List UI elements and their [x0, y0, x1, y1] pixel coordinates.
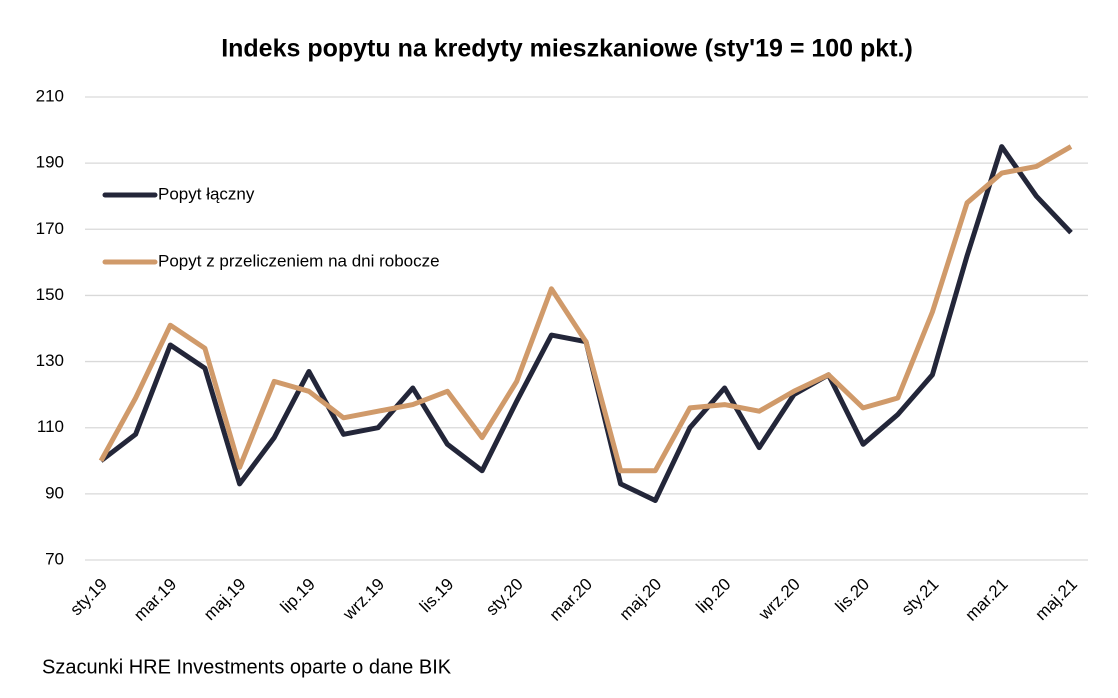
x-tick-label: wrz.19 — [339, 575, 389, 625]
x-tick-label: mar.19 — [130, 575, 180, 625]
chart-title: Indeks popytu na kredyty mieszkaniowe (s… — [221, 35, 913, 63]
x-tick-label: maj.19 — [200, 575, 250, 625]
x-tick-label: wrz.20 — [754, 575, 804, 625]
x-tick-label: maj.20 — [616, 575, 666, 625]
x-tick-label: mar.21 — [962, 575, 1012, 625]
x-tick-label: mar.20 — [546, 575, 596, 625]
data-line — [98, 144, 1073, 474]
x-tick-label: lip.19 — [277, 575, 319, 617]
y-tick-label: 90 — [45, 483, 64, 502]
y-tick-label: 150 — [36, 285, 64, 304]
x-tick-label: sty.19 — [66, 575, 111, 620]
legend-label: Popyt z przeliczeniem na dni robocze — [158, 251, 440, 270]
y-tick-label: 170 — [36, 219, 64, 238]
y-tick-label: 70 — [45, 549, 64, 568]
x-tick-label: lis.20 — [832, 575, 873, 616]
y-tick-label: 210 — [36, 86, 64, 105]
x-tick-label: lis.19 — [416, 575, 457, 616]
legend-label: Popyt łączny — [158, 184, 255, 203]
x-tick-label: sty.21 — [898, 575, 943, 620]
x-tick-label: sty.20 — [482, 575, 527, 620]
x-tick-label: lip.20 — [692, 575, 734, 617]
y-tick-label: 130 — [36, 351, 64, 370]
x-tick-label: maj.21 — [1031, 575, 1081, 625]
y-tick-label: 110 — [37, 417, 64, 436]
y-tick-label: 190 — [36, 153, 64, 172]
source-note: Szacunki HRE Investments oparte o dane B… — [42, 656, 452, 678]
